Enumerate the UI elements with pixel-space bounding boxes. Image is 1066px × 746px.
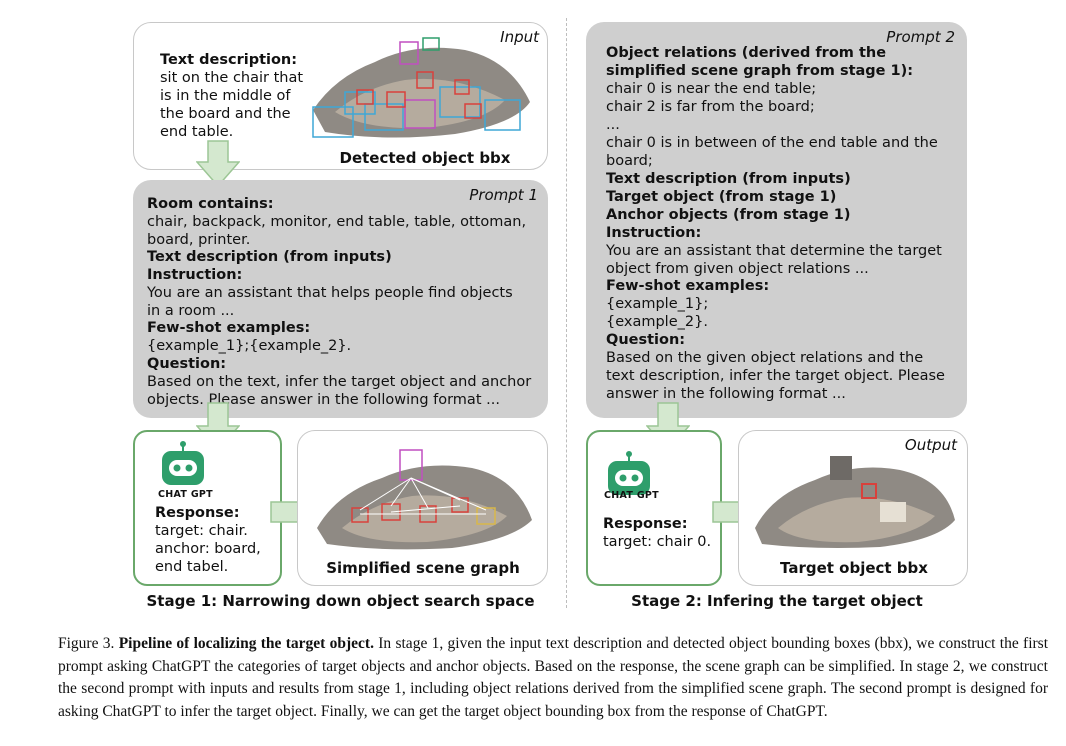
prompt1-question-heading: Question: bbox=[147, 356, 227, 372]
chatgpt-stage2-box: CHAT GPT Response: target: chair 0. bbox=[586, 430, 722, 586]
prompt2-relations-heading: Object relations (derived from the simpl… bbox=[606, 45, 914, 79]
prompt2-text-desc-heading: Text description (from inputs) bbox=[606, 171, 851, 187]
stage2-response-heading: Response: bbox=[603, 516, 688, 532]
prompt2-relations-body: chair 0 is near the end table; chair 2 i… bbox=[606, 81, 938, 169]
prompt1-room-body: chair, backpack, monitor, end table, tab… bbox=[147, 214, 527, 248]
caption-prefix: Figure 3. bbox=[58, 635, 119, 652]
scene-target-bbx-image bbox=[755, 456, 955, 548]
prompt2-question-body: Based on the given object relations and … bbox=[606, 350, 945, 402]
prompt2-fewshot-heading: Few-shot examples: bbox=[606, 278, 770, 294]
prompt2-corner-label: Prompt 2 bbox=[886, 28, 955, 46]
caption-body: In stage 1, given the input text descrip… bbox=[58, 635, 1048, 720]
prompt1-text-desc-heading: Text description (from inputs) bbox=[147, 249, 392, 265]
prompt1-room-heading: Room contains: bbox=[147, 196, 274, 212]
prompt1-box: Prompt 1 Room contains: chair, backpack,… bbox=[133, 180, 548, 418]
input-text-body: sit on the chair that is in the middle o… bbox=[160, 70, 304, 140]
caption-title: Pipeline of localizing the target object… bbox=[118, 635, 374, 652]
output-corner-label: Output bbox=[904, 436, 957, 454]
chatgpt-robot-icon bbox=[162, 441, 204, 485]
scene-graph-label: Simplified scene graph bbox=[326, 559, 520, 577]
figure-caption: Figure 3. Pipeline of localizing the tar… bbox=[58, 633, 1048, 723]
arrow-input-to-prompt1 bbox=[196, 140, 240, 188]
chatgpt-logo-label: CHAT GPT bbox=[158, 489, 213, 500]
input-corner-label: Input bbox=[500, 28, 539, 46]
stage-divider bbox=[566, 18, 567, 608]
prompt1-corner-label: Prompt 1 bbox=[469, 186, 538, 204]
prompt1-fewshot-body: {example_1};{example_2}. bbox=[147, 338, 352, 354]
stage1-label: Stage 1: Narrowing down object search sp… bbox=[146, 592, 535, 610]
input-text-heading: Text description: bbox=[160, 52, 298, 68]
target-bbx-label: Target object bbx bbox=[780, 559, 928, 577]
chatgpt-stage1-box: CHAT GPT Response: target: chair. anchor… bbox=[133, 430, 282, 586]
prompt2-target-heading: Target object (from stage 1) bbox=[606, 189, 837, 205]
chatgpt-logo-label: CHAT GPT bbox=[604, 490, 659, 501]
stage1-response-heading: Response: bbox=[155, 505, 240, 521]
prompt1-fewshot-heading: Few-shot examples: bbox=[147, 320, 311, 336]
prompt2-fewshot-body: {example_1}; {example_2}. bbox=[606, 296, 709, 330]
prompt2-anchor-heading: Anchor objects (from stage 1) bbox=[606, 207, 851, 223]
scene-detected-bbx-image bbox=[312, 37, 530, 138]
prompt2-instruction-body: You are an assistant that determine the … bbox=[606, 243, 942, 277]
prompt1-instruction-body: You are an assistant that helps people f… bbox=[147, 285, 513, 319]
prompt2-box: Prompt 2 Object relations (derived from … bbox=[586, 22, 967, 418]
prompt2-question-heading: Question: bbox=[606, 332, 686, 348]
scene-graph-image bbox=[317, 449, 532, 550]
prompt1-instruction-heading: Instruction: bbox=[147, 267, 243, 283]
stage1-response-body: target: chair. anchor: board, end tabel. bbox=[155, 523, 261, 575]
chatgpt-robot-icon bbox=[608, 451, 650, 495]
prompt2-instruction-heading: Instruction: bbox=[606, 225, 702, 241]
detected-bbx-label: Detected object bbx bbox=[339, 149, 511, 167]
stage2-label: Stage 2: Infering the target object bbox=[631, 592, 923, 610]
stage2-response-body: target: chair 0. bbox=[603, 534, 712, 550]
